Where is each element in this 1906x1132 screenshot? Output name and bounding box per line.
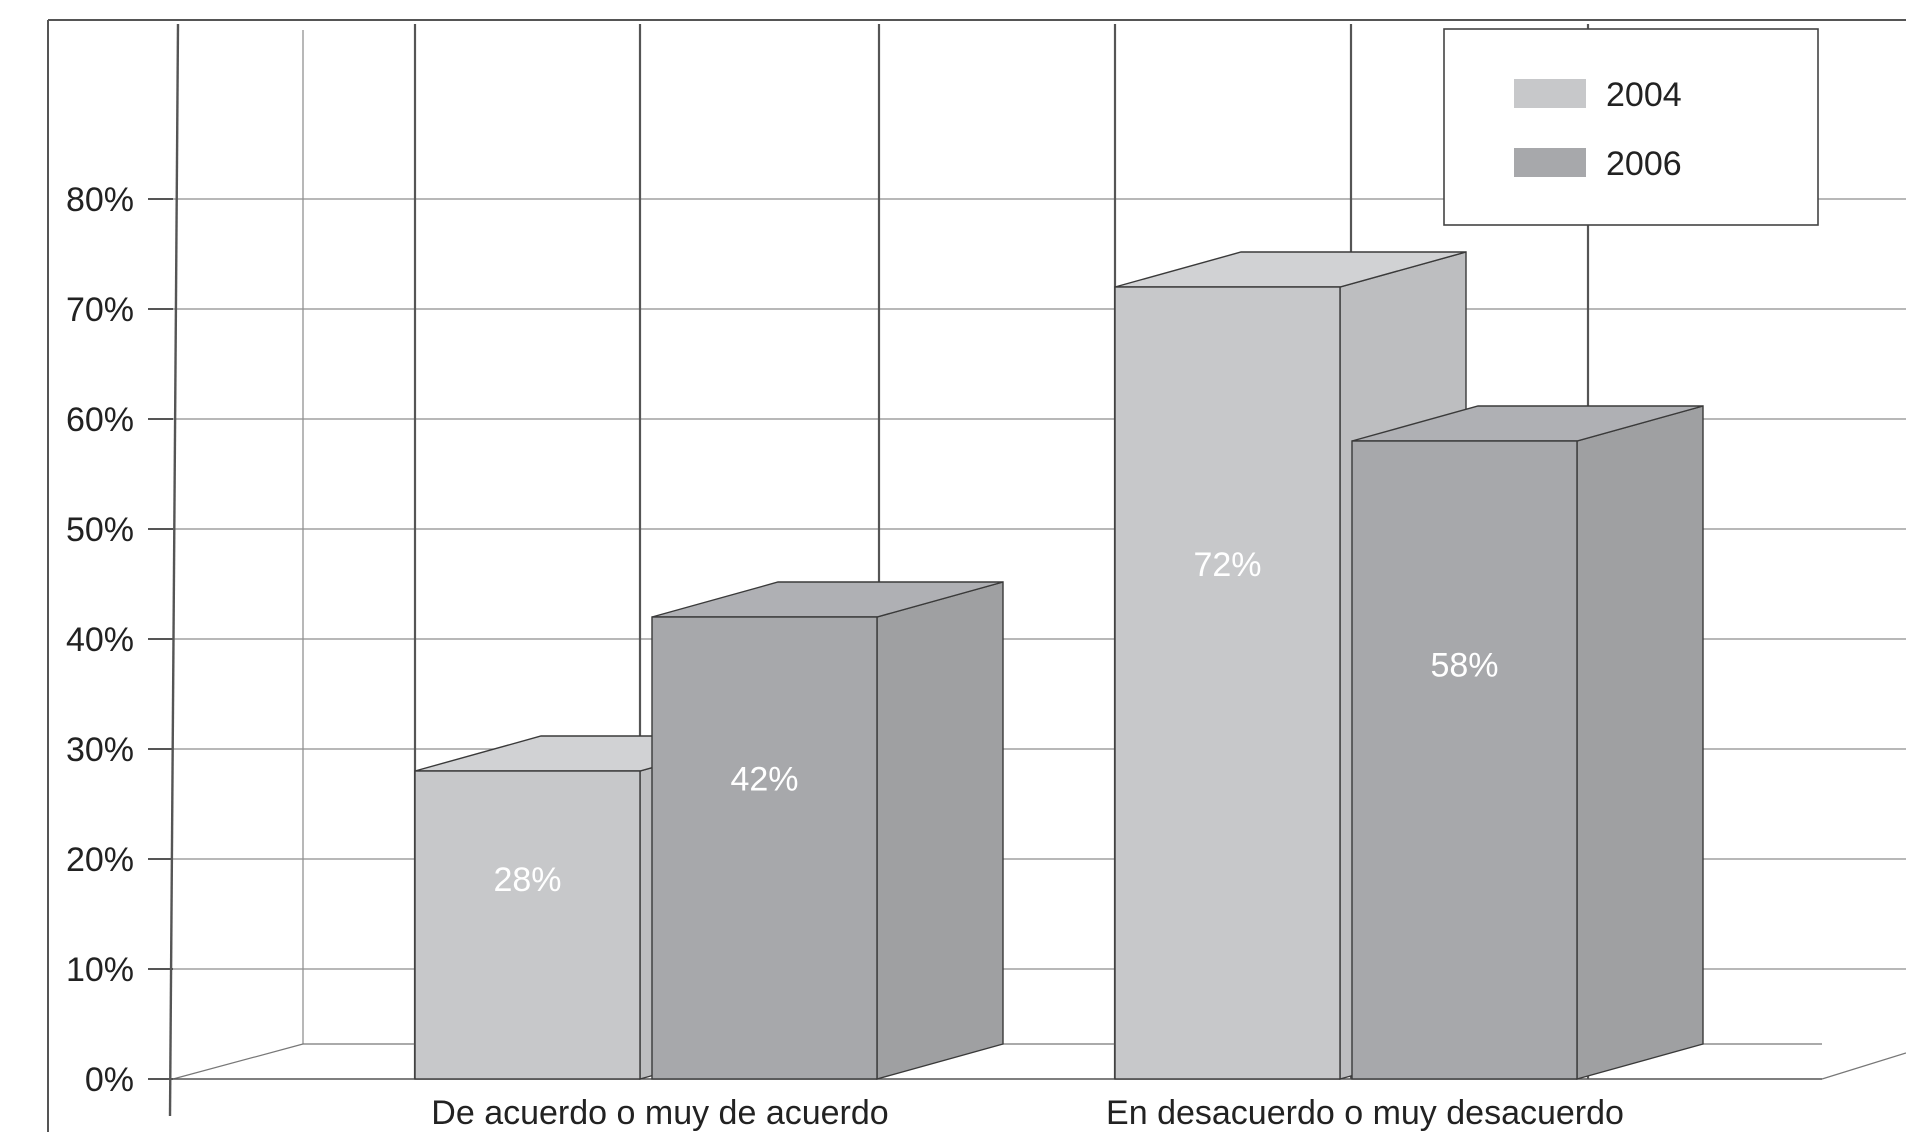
data-label: 58%	[1430, 646, 1498, 684]
y-tick-label: 80%	[66, 181, 134, 219]
y-tick-label: 40%	[66, 621, 134, 659]
y-tick-label: 70%	[66, 291, 134, 329]
floor-left-edge	[172, 1043, 304, 1080]
legend-label: 2004	[1606, 76, 1682, 114]
bar-side	[876, 581, 1004, 1080]
y-axis-line	[168, 23, 180, 1117]
bar-front	[651, 616, 878, 1080]
category-label: En desacuerdo o muy desacuerdo	[1106, 1094, 1624, 1132]
data-label: 28%	[493, 861, 561, 899]
category-label: De acuerdo o muy de acuerdo	[431, 1094, 888, 1132]
bar-front	[1114, 286, 1341, 1080]
bar-side	[1576, 405, 1704, 1080]
bar-front	[1351, 440, 1578, 1080]
y-tick-label: 60%	[66, 401, 134, 439]
data-label: 42%	[730, 761, 798, 799]
bar-2006-0	[651, 581, 1004, 1080]
y-tick-label: 50%	[66, 511, 134, 549]
y-tick-label: 20%	[66, 841, 134, 879]
bar-2006-1	[1351, 405, 1704, 1080]
y-tick-label: 0%	[85, 1061, 134, 1099]
y-tick-label: 10%	[66, 951, 134, 989]
data-label: 72%	[1193, 546, 1261, 584]
legend: 2004 2006	[1443, 28, 1819, 226]
legend-box	[1443, 28, 1819, 226]
legend-label: 2006	[1606, 145, 1682, 183]
floor-right-edge	[1821, 1052, 1906, 1080]
y-tick-label: 30%	[66, 731, 134, 769]
legend-swatch	[1514, 79, 1586, 108]
bar-front	[414, 770, 641, 1080]
legend-swatch	[1514, 148, 1586, 177]
